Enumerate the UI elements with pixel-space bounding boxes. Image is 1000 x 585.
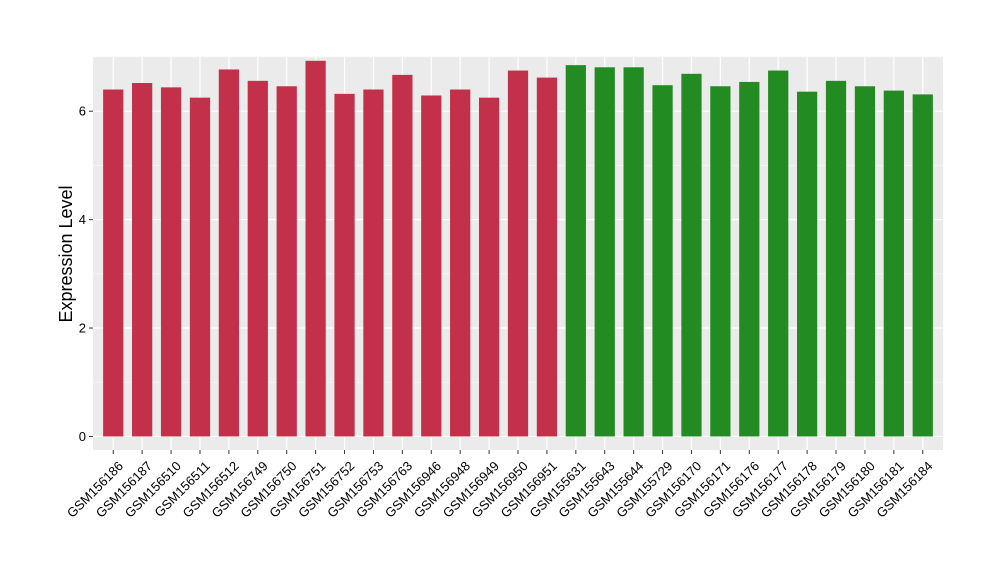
bar [363,89,384,437]
bar [536,77,558,437]
bar [247,80,268,437]
bar [305,60,326,437]
bar [739,81,760,437]
bar [796,91,818,437]
y-tick-label: 4 [79,212,86,227]
y-axis: 0 2 4 6 [79,104,93,444]
y-axis-title: Expression Level [56,185,76,322]
bar [710,86,731,437]
bar [160,87,182,437]
bar [218,69,240,437]
bars [103,60,933,437]
bar [421,95,442,437]
bar [276,86,297,437]
bar [652,85,673,437]
bar [478,97,500,437]
bar [450,89,471,437]
bar [883,90,904,437]
bar [392,74,413,437]
y-tick-label: 6 [79,104,86,119]
y-tick-label: 2 [79,321,86,336]
bar [912,94,933,437]
bar [768,70,789,437]
y-tick-label: 0 [79,429,86,444]
bar [854,86,876,437]
bar [132,83,153,437]
bar [103,89,124,437]
bar [189,97,211,437]
x-axis: GSM156186GSM156187GSM156510GSM156511GSM1… [64,450,936,521]
bar [623,67,644,437]
bar [825,80,847,437]
bar [507,70,529,437]
bar [565,65,586,437]
bar [594,67,615,437]
bar [334,93,355,437]
bar [681,73,702,437]
